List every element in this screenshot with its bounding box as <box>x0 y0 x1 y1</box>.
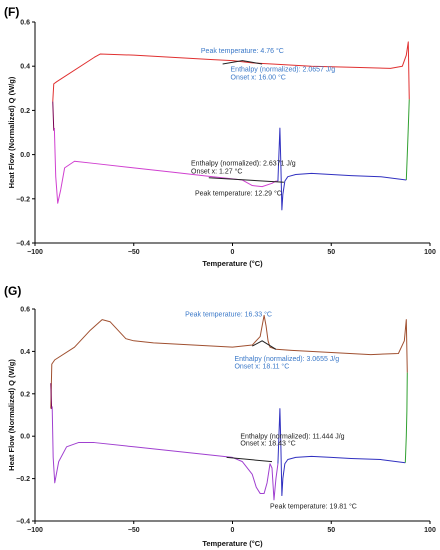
y-tick-label: 0.0 <box>20 434 30 441</box>
series-line-2 <box>53 128 278 204</box>
y-tick-label: −0.2 <box>16 196 30 203</box>
series-line-3 <box>277 408 406 497</box>
y-axis-title: Heat Flow (Normalized) Q (W/g) <box>7 359 16 471</box>
series-line-4 <box>404 372 408 463</box>
annotation-label: Peak temperature: 4.76 °C <box>201 47 284 55</box>
panel-label: (G) <box>4 284 21 298</box>
annotation-label: Onset x: 18.11 °C <box>234 362 289 370</box>
y-tick-label: −0.4 <box>16 519 30 526</box>
x-tick-label: 100 <box>424 249 436 256</box>
y-tick-label: 0.0 <box>20 152 30 159</box>
x-tick-label: −100 <box>27 527 43 534</box>
y-tick-label: 0.6 <box>20 20 30 27</box>
y-tick-label: 0.6 <box>20 307 30 314</box>
series-line-3 <box>277 127 407 211</box>
series-line-0 <box>50 314 408 409</box>
x-tick-label: −50 <box>128 249 140 256</box>
y-tick-label: −0.4 <box>16 241 30 248</box>
annotation-label: Enthalpy (normalized): 3.0655 J/g <box>234 356 339 363</box>
series-line-0 <box>52 41 410 102</box>
series-line-5 <box>222 60 263 65</box>
x-tick-label: 50 <box>327 249 335 256</box>
x-axis-title: Temperature (°C) <box>202 259 263 268</box>
series-line-5 <box>226 456 273 463</box>
annotation-label: Peak temperature: 19.81 °C <box>270 502 357 510</box>
x-axis-title: Temperature (°C) <box>202 539 263 548</box>
series-line-2 <box>51 406 279 501</box>
x-tick-label: 100 <box>424 527 436 534</box>
annotation-label: Peak temperature: 12.29 °C <box>195 189 282 197</box>
annotation-label: Onset x: 1.27 °C <box>191 167 242 175</box>
y-tick-label: 0.4 <box>20 349 30 356</box>
annotation-label: Onset x: 16.00 °C <box>231 73 286 81</box>
x-tick-label: 0 <box>231 249 235 256</box>
series-line-4 <box>405 99 410 181</box>
chart-panel-0: (F) −100 −50 0 50 100 −0.4 −0.2 0.0 0.2 0.4 0.6 Temp… <box>4 5 436 268</box>
series-line-1 <box>52 101 55 131</box>
annotation-label: Enthalpy (normalized): 2.6371 J/g <box>191 161 296 168</box>
annotation-label: Enthalpy (normalized): 11.444 J/g <box>240 433 344 440</box>
y-tick-label: −0.2 <box>16 476 30 483</box>
x-tick-label: −100 <box>27 249 43 256</box>
series-line-6 <box>208 177 284 183</box>
y-tick-label: 0.2 <box>20 108 30 115</box>
panel-label: (F) <box>4 5 19 19</box>
y-axis-title: Heat Flow (Normalized) Q (W/g) <box>7 76 16 188</box>
x-tick-label: 50 <box>327 527 335 534</box>
x-tick-label: −50 <box>128 527 140 534</box>
y-tick-label: 0.4 <box>20 64 30 71</box>
annotation-label: Peak temperature: 16.33 °C <box>185 310 272 318</box>
y-tick-label: 0.2 <box>20 391 30 398</box>
annotation-label: Enthalpy (normalized): 2.0657 J/g <box>231 67 336 74</box>
annotation-label: Onset x: 18.43 °C <box>240 440 295 448</box>
chart-panel-1: (G) −100 −50 0 50 100 −0.4 −0.2 0.0 0.2 0.4 0.6 Temp… <box>4 284 436 548</box>
x-tick-label: 0 <box>231 527 235 534</box>
series-line-6 <box>252 340 277 350</box>
